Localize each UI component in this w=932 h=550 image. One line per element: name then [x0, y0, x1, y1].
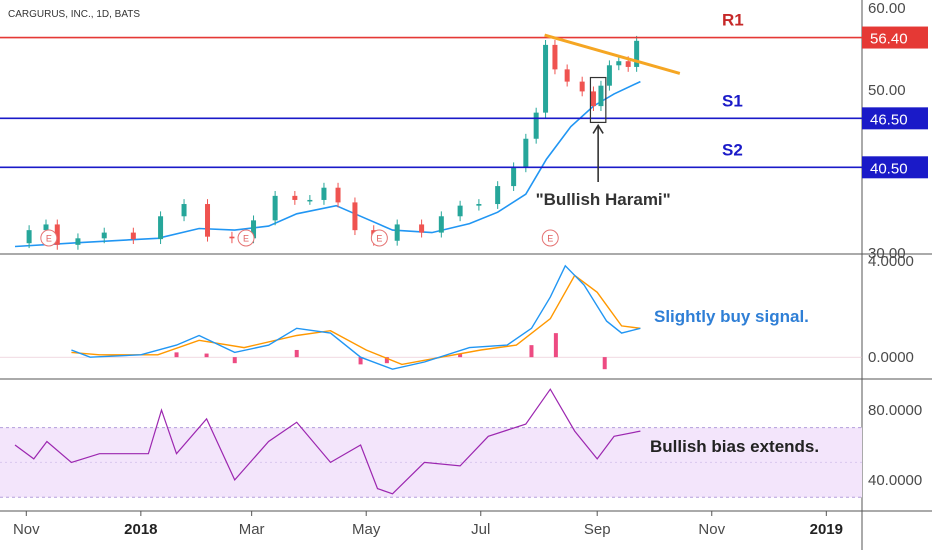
earnings-marker	[541, 229, 559, 247]
candle-body	[54, 224, 60, 245]
candle-body	[335, 187, 341, 203]
candle-body	[229, 236, 235, 239]
macd-histogram-bar	[529, 345, 534, 358]
candle-body	[43, 224, 49, 231]
candle-body	[181, 204, 187, 217]
macd-histogram-bar	[553, 333, 558, 358]
level-name-r1: R1	[722, 11, 744, 30]
candle-body	[292, 195, 298, 200]
candle-body	[457, 205, 463, 217]
candle-body	[158, 216, 164, 240]
rsi-line	[14, 388, 641, 495]
x-tick-label: Mar	[239, 521, 265, 538]
price-tick-label: 30.00	[868, 245, 906, 262]
candle-body	[543, 44, 549, 113]
candle-body	[101, 232, 107, 239]
candle-body	[476, 204, 482, 206]
level-name-s1: S1	[722, 91, 743, 110]
macd-histogram-bar	[294, 349, 299, 358]
x-tick-label: 2019	[810, 521, 843, 538]
price-tick-label: 60.00	[868, 0, 906, 17]
rsi-annotation: Bullish bias extends.	[650, 437, 819, 456]
macd-histogram-bar	[602, 357, 607, 370]
candle-body	[552, 44, 558, 70]
price-pane: 56.40 R1 46.50 S1 40.50 S2 E E E E "Bullish Harami…	[0, 11, 928, 250]
candle-body	[590, 91, 596, 107]
rsi-pane: Bullish bias extends.	[0, 388, 862, 498]
x-tick-label: Sep	[584, 521, 611, 538]
candle-body	[26, 230, 32, 244]
x-tick-label: 2018	[124, 521, 157, 538]
macd-histogram-bar	[174, 352, 179, 358]
pattern-arrow-head	[592, 123, 604, 134]
trendline	[544, 33, 681, 75]
candle-body	[606, 65, 612, 86]
macd-pane: Slightly buy signal.	[0, 264, 862, 370]
candle-body	[251, 220, 257, 239]
candle-body	[419, 224, 425, 233]
candle-body	[564, 69, 570, 82]
candle-body	[394, 224, 400, 241]
candle-body	[616, 61, 622, 66]
earnings-marker-label: E	[547, 234, 553, 244]
moving-average-line	[14, 80, 641, 248]
macd-line	[71, 264, 641, 370]
candle-body	[205, 204, 211, 237]
candle-body	[598, 85, 604, 107]
chart-title: CARGURUS, INC., 1D, BATS	[8, 9, 140, 20]
candle-body	[634, 40, 640, 67]
x-tick-label: Nov	[698, 521, 725, 538]
x-tick-label: Nov	[13, 521, 40, 538]
axes: 60.00 50.00 30.004.0000 0.0000 80.0000 40.000…	[13, 0, 922, 538]
level-badge-s2	[862, 156, 928, 179]
candle-body	[321, 187, 327, 200]
level-badge-r1	[862, 26, 928, 49]
x-tick-label: May	[352, 521, 381, 538]
candle-body	[130, 232, 136, 240]
candle-body	[533, 112, 539, 139]
pattern-box	[589, 76, 607, 124]
earnings-marker	[237, 229, 255, 247]
candle-body	[307, 199, 313, 202]
rsi-tick-label: 40.0000	[868, 472, 922, 489]
candle-body	[495, 186, 501, 205]
macd-annotation: Slightly buy signal.	[654, 307, 809, 326]
price-tick-label: 50.00	[868, 82, 906, 99]
level-badge-label: 46.50	[870, 111, 908, 128]
macd-histogram-bar	[204, 353, 209, 358]
rsi-tick-label: 80.0000	[868, 402, 922, 419]
candle-body	[352, 202, 358, 231]
candle-body	[523, 138, 529, 168]
earnings-marker	[40, 229, 58, 247]
macd-histogram-bar	[232, 357, 237, 364]
level-badge-label: 40.50	[870, 160, 908, 177]
macd-tick-label: 4.0000	[868, 253, 914, 270]
pattern-label: "Bullish Harami"	[536, 190, 671, 209]
macd-histogram-bar	[458, 353, 463, 358]
macd-histogram-bar	[358, 357, 363, 365]
x-tick-label: Jul	[471, 521, 490, 538]
macd-histogram-bar	[384, 357, 389, 364]
level-name-s2: S2	[722, 140, 743, 159]
candle-body	[579, 81, 585, 92]
candle-body	[625, 61, 631, 67]
earnings-marker	[370, 229, 388, 247]
candle-body	[511, 167, 517, 187]
candle-body	[438, 216, 444, 233]
level-badge-s1	[862, 107, 928, 130]
candle-body	[272, 195, 278, 221]
candle-body	[75, 238, 81, 245]
macd-signal-line	[71, 274, 641, 366]
earnings-marker-label: E	[376, 234, 382, 244]
macd-tick-label: 0.0000	[868, 349, 914, 366]
earnings-marker-label: E	[46, 234, 52, 244]
earnings-marker-label: E	[243, 234, 249, 244]
level-badge-label: 56.40	[870, 31, 908, 48]
